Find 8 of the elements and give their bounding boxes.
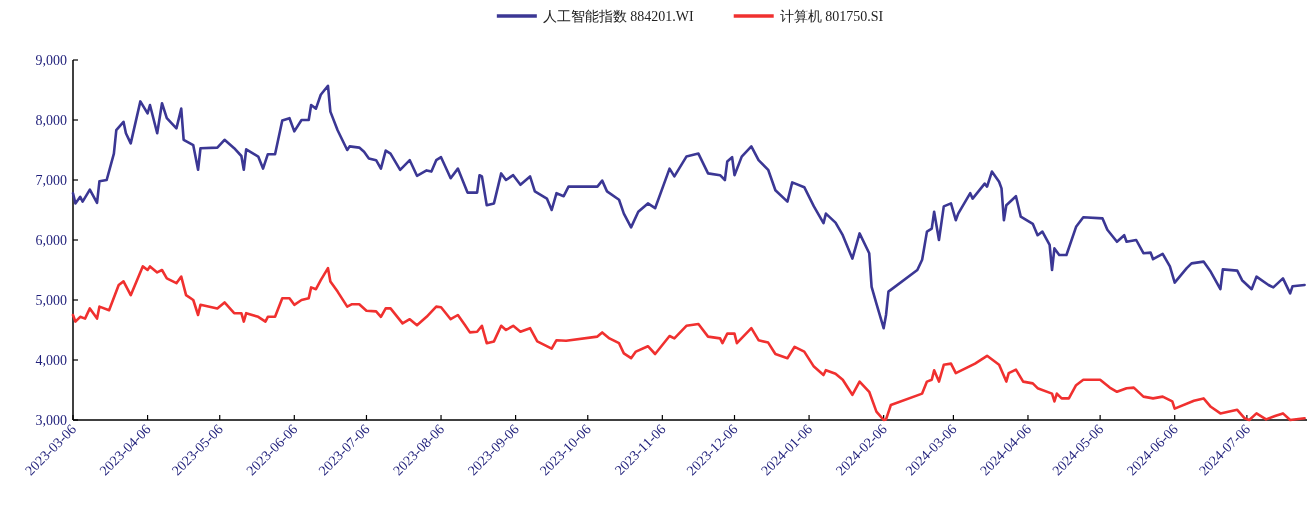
y-tick-label: 4,000 bbox=[35, 353, 67, 368]
y-tick-label: 8,000 bbox=[35, 113, 67, 128]
legend-label: 计算机 801750.SI bbox=[779, 9, 884, 24]
y-tick-label: 9,000 bbox=[35, 53, 67, 68]
y-tick-label: 7,000 bbox=[35, 173, 67, 188]
y-tick-label: 6,000 bbox=[35, 233, 67, 248]
legend-label: 人工智能指数 884201.WI bbox=[542, 9, 695, 24]
y-tick-label: 5,000 bbox=[35, 293, 67, 308]
